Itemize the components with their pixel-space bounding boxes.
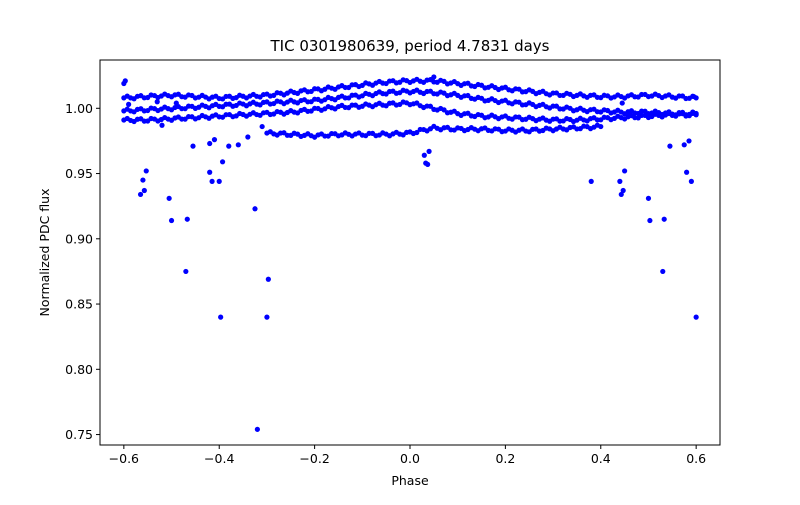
data-point-outlier [259,123,265,130]
data-point-outlier [626,110,632,117]
x-tick-label: −0.4 [204,451,234,466]
data-point-outlier [209,178,215,184]
data-point-outlier [617,178,623,184]
data-point-outlier [645,195,652,201]
data-point-outlier [622,168,628,174]
data-point-outlier [166,195,172,201]
data-point-outlier [245,134,251,140]
data-point-track_bottom [414,129,420,136]
data-point-outlier [693,314,699,320]
y-axis: 0.75 0.80 0.85 0.90 0.95 1.00 [65,101,100,442]
data-point-outlier [183,268,189,275]
data-point-outlier [264,314,270,320]
data-point-outlier [684,169,690,175]
data-point-outlier [143,168,149,174]
data-point-outlier [207,140,213,147]
data-point-outlier [252,206,258,212]
x-axis-label: Phase [391,473,429,488]
x-tick-label: 0.0 [400,451,420,466]
y-tick-label: 0.85 [65,297,93,312]
y-tick-label: 0.80 [65,362,93,377]
data-points [121,74,699,432]
x-tick-label: −0.2 [299,451,329,466]
chart-title: TIC 0301980639, period 4.7831 days [269,37,549,55]
data-point-outlier [168,217,175,224]
data-point-outlier [681,142,687,148]
data-point-outlier [207,169,213,175]
data-point-outlier [154,99,160,105]
data-point-outlier [588,178,594,184]
data-point-track_bottom [598,123,604,130]
x-tick-label: 0.2 [495,451,515,466]
data-point-outlier [235,142,241,148]
x-tick-label: 0.6 [686,451,706,466]
data-point-outlier [122,78,128,84]
data-point-outlier [137,191,144,198]
data-point-outlier [140,177,146,183]
data-point-outlier [254,426,260,432]
data-point-outlier [184,216,190,222]
data-point-outlier [141,187,147,194]
data-point-outlier [690,109,696,115]
x-tick-label: −0.6 [109,451,139,466]
data-point-outlier [219,159,226,165]
data-point-outlier [618,191,624,198]
data-point-outlier [667,143,673,149]
data-point-outlier [190,143,196,149]
data-point-outlier [431,74,437,80]
y-tick-label: 0.75 [65,427,93,442]
data-point-outlier [421,152,427,158]
x-axis: −0.6 −0.4 −0.2 0.0 0.2 0.4 0.6 [109,445,706,466]
data-point-outlier [686,138,692,144]
data-point-track_mid [465,92,471,99]
y-tick-label: 0.95 [65,166,93,181]
data-point-outlier [425,161,431,168]
x-tick-label: 0.4 [591,451,611,466]
data-point-outlier [159,122,165,128]
data-point-outlier [218,314,224,320]
data-point-outlier [647,217,653,224]
data-point-outlier [688,178,694,184]
y-tick-label: 0.90 [65,231,93,246]
data-point-outlier [126,101,132,107]
data-point-outlier [691,93,697,100]
y-tick-label: 1.00 [65,101,93,116]
data-point-outlier [619,100,625,106]
data-point-outlier [426,148,432,154]
data-point-outlier [660,268,666,275]
data-point-outlier [226,143,232,149]
data-point-outlier [661,216,667,222]
data-point-outlier [265,276,271,282]
data-point-outlier [216,178,222,184]
data-point-outlier [620,187,626,194]
data-point-track_low [441,107,447,113]
y-axis-label: Normalized PDC flux [37,189,52,317]
data-point-track_low [427,103,434,109]
data-point-outlier [173,100,179,106]
data-point-outlier [211,137,218,143]
